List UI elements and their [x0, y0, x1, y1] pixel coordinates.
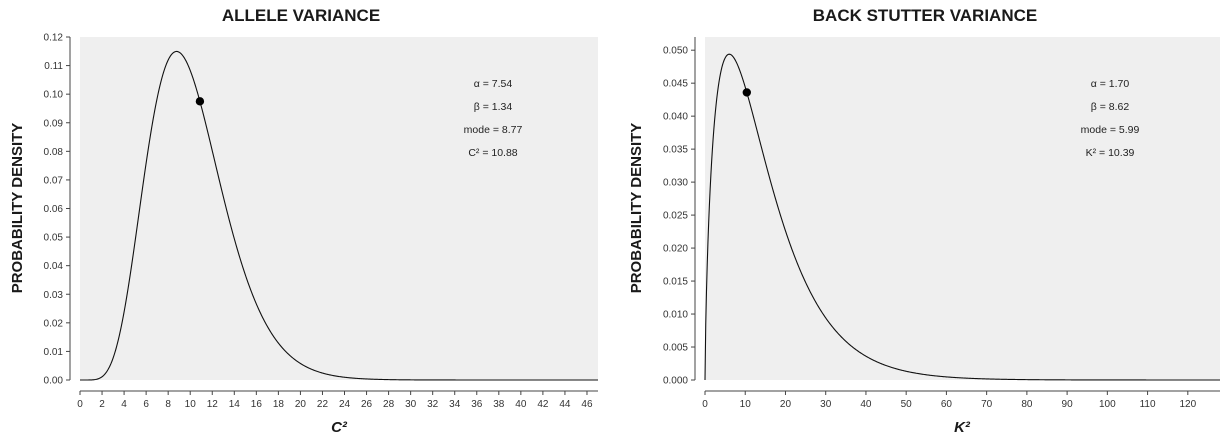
y-tick-label: 0.045: [663, 79, 688, 90]
x-tick-label: 36: [471, 399, 483, 410]
y-tick-label: 0.050: [663, 46, 688, 57]
y-tick-label: 0.08: [44, 147, 64, 158]
chart-title: BACK STUTTER VARIANCE: [813, 6, 1037, 25]
y-axis: 0.000 0.005 0.010 0.015 0.020 0.025 0.030 0.035…: [663, 46, 695, 387]
density-curve: [704, 53, 1220, 381]
x-tick-label: 80: [1021, 399, 1033, 410]
x-tick-label: 44: [559, 399, 571, 410]
y-tick-label: 0.000: [663, 376, 688, 387]
x-tick-label: 10: [740, 399, 752, 410]
density-curve: [80, 50, 598, 381]
chart-title: ALLELE VARIANCE: [222, 6, 380, 25]
y-tick-label: 0.10: [44, 90, 64, 101]
x-tick-label: 20: [295, 399, 307, 410]
annotation-alpha: α = 1.70: [1091, 78, 1130, 90]
y-tick-label: 0.11: [44, 61, 63, 72]
x-tick-label: 30: [820, 399, 832, 410]
y-axis-label: PROBABILITY DENSITY: [628, 123, 645, 294]
x-tick-label: 28: [383, 399, 395, 410]
y-tick-label: 0.030: [663, 178, 688, 189]
y-tick-label: 0.02: [44, 318, 64, 329]
x-tick-label: 46: [581, 399, 593, 410]
y-tick-label: 0.05: [44, 233, 64, 244]
plot-background: [705, 37, 1220, 380]
y-tick-label: 0.12: [44, 33, 64, 44]
allele-variance-panel: ALLELE VARIANCE 0.00 0.01 0.02 0.03 0.04 0.05…: [9, 6, 598, 436]
x-tick-label: 42: [537, 399, 549, 410]
annotation-beta: β = 8.62: [1091, 101, 1130, 113]
y-tick-label: 0.005: [663, 343, 688, 354]
x-tick-label: 26: [361, 399, 373, 410]
x-tick-label: 4: [121, 399, 127, 410]
x-tick-label: 100: [1099, 399, 1116, 410]
annotation-beta: β = 1.34: [474, 101, 513, 113]
y-tick-label: 0.07: [44, 175, 64, 186]
x-tick-label: 110: [1140, 399, 1156, 410]
y-tick-label: 0.010: [663, 310, 688, 321]
y-tick-label: 0.00: [44, 376, 64, 387]
y-tick-label: 0.06: [44, 204, 64, 215]
x-axis: 0 2 4 6 8 10 12 14 16 18 20 22 24 26 28 30 32 34 36 38 40 42 4…: [77, 391, 593, 410]
annotation-mode: mode = 8.77: [464, 124, 523, 136]
x-tick-label: 14: [229, 399, 241, 410]
y-tick-label: 0.015: [663, 277, 688, 288]
x-tick-label: 22: [317, 399, 329, 410]
x-axis: 0 10 20 30 40 50 60 70 80 90 100 110 120: [702, 391, 1197, 410]
annotation-mode: mode = 5.99: [1081, 124, 1140, 136]
x-axis-label: K²: [954, 419, 971, 436]
x-tick-label: 32: [427, 399, 439, 410]
y-tick-label: 0.03: [44, 290, 64, 301]
annotation-estimate: C² = 10.88: [468, 147, 517, 159]
y-axis: 0.00 0.01 0.02 0.03 0.04 0.05 0.06 0.07 0.08 0.09…: [44, 33, 70, 387]
y-tick-label: 0.025: [663, 211, 688, 222]
x-tick-label: 70: [981, 399, 993, 410]
x-tick-label: 50: [901, 399, 913, 410]
x-tick-label: 90: [1062, 399, 1074, 410]
estimate-marker: [742, 88, 752, 97]
x-tick-label: 6: [143, 399, 149, 410]
plot-background: [80, 37, 598, 380]
x-tick-label: 34: [449, 399, 461, 410]
back-stutter-variance-panel: BACK STUTTER VARIANCE 0.0000.0050.0100.0…: [628, 6, 1220, 436]
x-tick-label: 40: [860, 399, 872, 410]
annotation-estimate: K² = 10.39: [1086, 147, 1135, 159]
x-tick-label: 12: [207, 399, 219, 410]
x-tick-label: 16: [251, 399, 263, 410]
x-tick-label: 18: [273, 399, 285, 410]
estimate-marker: [195, 97, 205, 106]
x-tick-label: 30: [405, 399, 417, 410]
x-axis-label: C²: [331, 419, 348, 436]
annotation-alpha: α = 7.54: [474, 78, 513, 90]
x-tick-label: 0: [702, 399, 708, 410]
x-tick-label: 20: [780, 399, 792, 410]
x-tick-label: 60: [941, 399, 953, 410]
x-tick-label: 8: [165, 399, 171, 410]
y-tick-label: 0.01: [44, 347, 64, 358]
x-tick-label: 2: [99, 399, 105, 410]
y-tick-label: 0.04: [44, 261, 64, 272]
y-tick-label: 0.09: [44, 118, 64, 129]
x-tick-label: 38: [493, 399, 505, 410]
x-tick-label: 24: [339, 399, 351, 410]
y-tick-label: 0.035: [663, 145, 688, 156]
y-tick-label: 0.040: [663, 112, 688, 123]
x-tick-label: 10: [185, 399, 197, 410]
y-tick-label: 0.020: [663, 244, 688, 255]
x-tick-label: 120: [1179, 399, 1196, 410]
y-axis-label: PROBABILITY DENSITY: [9, 123, 26, 294]
x-tick-label: 40: [515, 399, 527, 410]
x-tick-label: 0: [77, 399, 83, 410]
